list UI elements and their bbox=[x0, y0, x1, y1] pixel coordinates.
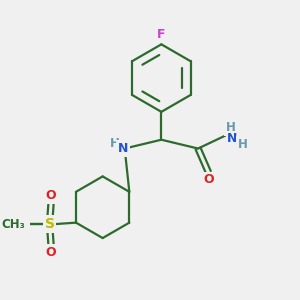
Text: H: H bbox=[238, 138, 248, 151]
Text: N: N bbox=[227, 132, 238, 145]
Text: O: O bbox=[46, 189, 56, 202]
Text: CH₃: CH₃ bbox=[2, 218, 25, 231]
Text: O: O bbox=[46, 246, 56, 259]
Text: H: H bbox=[225, 122, 235, 134]
Text: O: O bbox=[203, 173, 214, 186]
Text: S: S bbox=[45, 217, 55, 231]
Text: F: F bbox=[157, 28, 166, 41]
Text: H: H bbox=[110, 137, 119, 150]
Text: N: N bbox=[118, 142, 128, 155]
Text: S: S bbox=[18, 217, 28, 231]
